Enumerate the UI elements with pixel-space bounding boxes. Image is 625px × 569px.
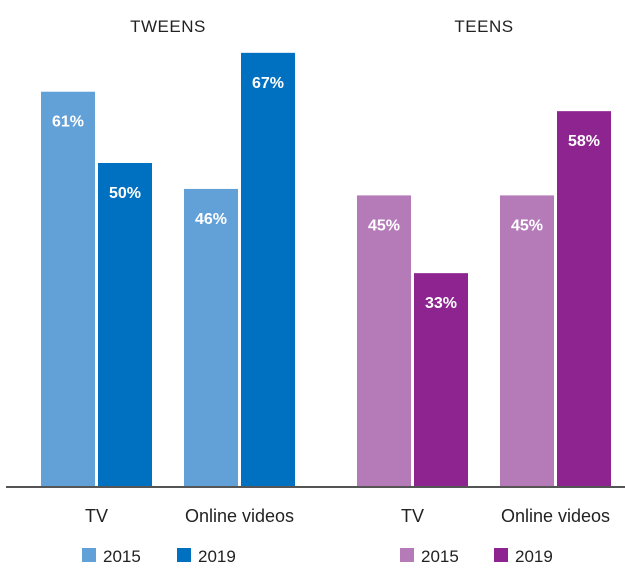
category-label-0-0: TV <box>85 506 108 526</box>
group-title-0: TWEENS <box>130 17 206 36</box>
bar-teens-online-videos-2015 <box>500 195 554 487</box>
bars-layer <box>41 52 611 488</box>
data-label-teens-tv-2019: 33% <box>425 295 457 312</box>
legend-swatch-1-2015 <box>400 548 414 562</box>
category-label-1-0: TV <box>401 506 424 526</box>
legend: 2015 2019 2015 2019 <box>82 547 553 566</box>
bar-teens-tv-2019 <box>414 273 468 487</box>
data-label-tweens-tv-2015: 61% <box>52 114 84 131</box>
data-label-teens-online-videos-2019: 58% <box>568 133 600 150</box>
bar-tweens-online-videos-2015 <box>184 188 238 488</box>
data-label-tweens-online-videos-2019: 67% <box>252 75 284 92</box>
data-label-tweens-online-videos-2015: 46% <box>195 211 227 228</box>
legend-label-0-2015: 2015 <box>103 547 141 566</box>
bar-teens-tv-2015 <box>357 195 411 487</box>
legend-label-0-2019: 2019 <box>198 547 236 566</box>
legend-swatch-0-2019 <box>177 548 191 562</box>
legend-label-1-2019: 2019 <box>515 547 553 566</box>
category-label-0-1: Online videos <box>185 506 294 526</box>
legend-swatch-1-2019 <box>494 548 508 562</box>
legend-label-1-2015: 2015 <box>421 547 459 566</box>
bar-teens-online-videos-2019 <box>557 111 611 487</box>
category-label-1-1: Online videos <box>501 506 610 526</box>
data-label-tweens-tv-2019: 50% <box>109 185 141 202</box>
group-title-1: TEENS <box>454 17 513 36</box>
data-label-teens-online-videos-2015: 45% <box>511 217 543 234</box>
bar-tweens-online-videos-2019 <box>241 52 295 488</box>
legend-swatch-0-2015 <box>82 548 96 562</box>
bar-tweens-tv-2015 <box>41 91 95 487</box>
data-label-teens-tv-2015: 45% <box>368 217 400 234</box>
bar-tweens-tv-2019 <box>98 163 152 487</box>
labels-layer: TWEENS 61% 50% TV 46% 67% Online videos TEENS 45… <box>52 17 610 526</box>
